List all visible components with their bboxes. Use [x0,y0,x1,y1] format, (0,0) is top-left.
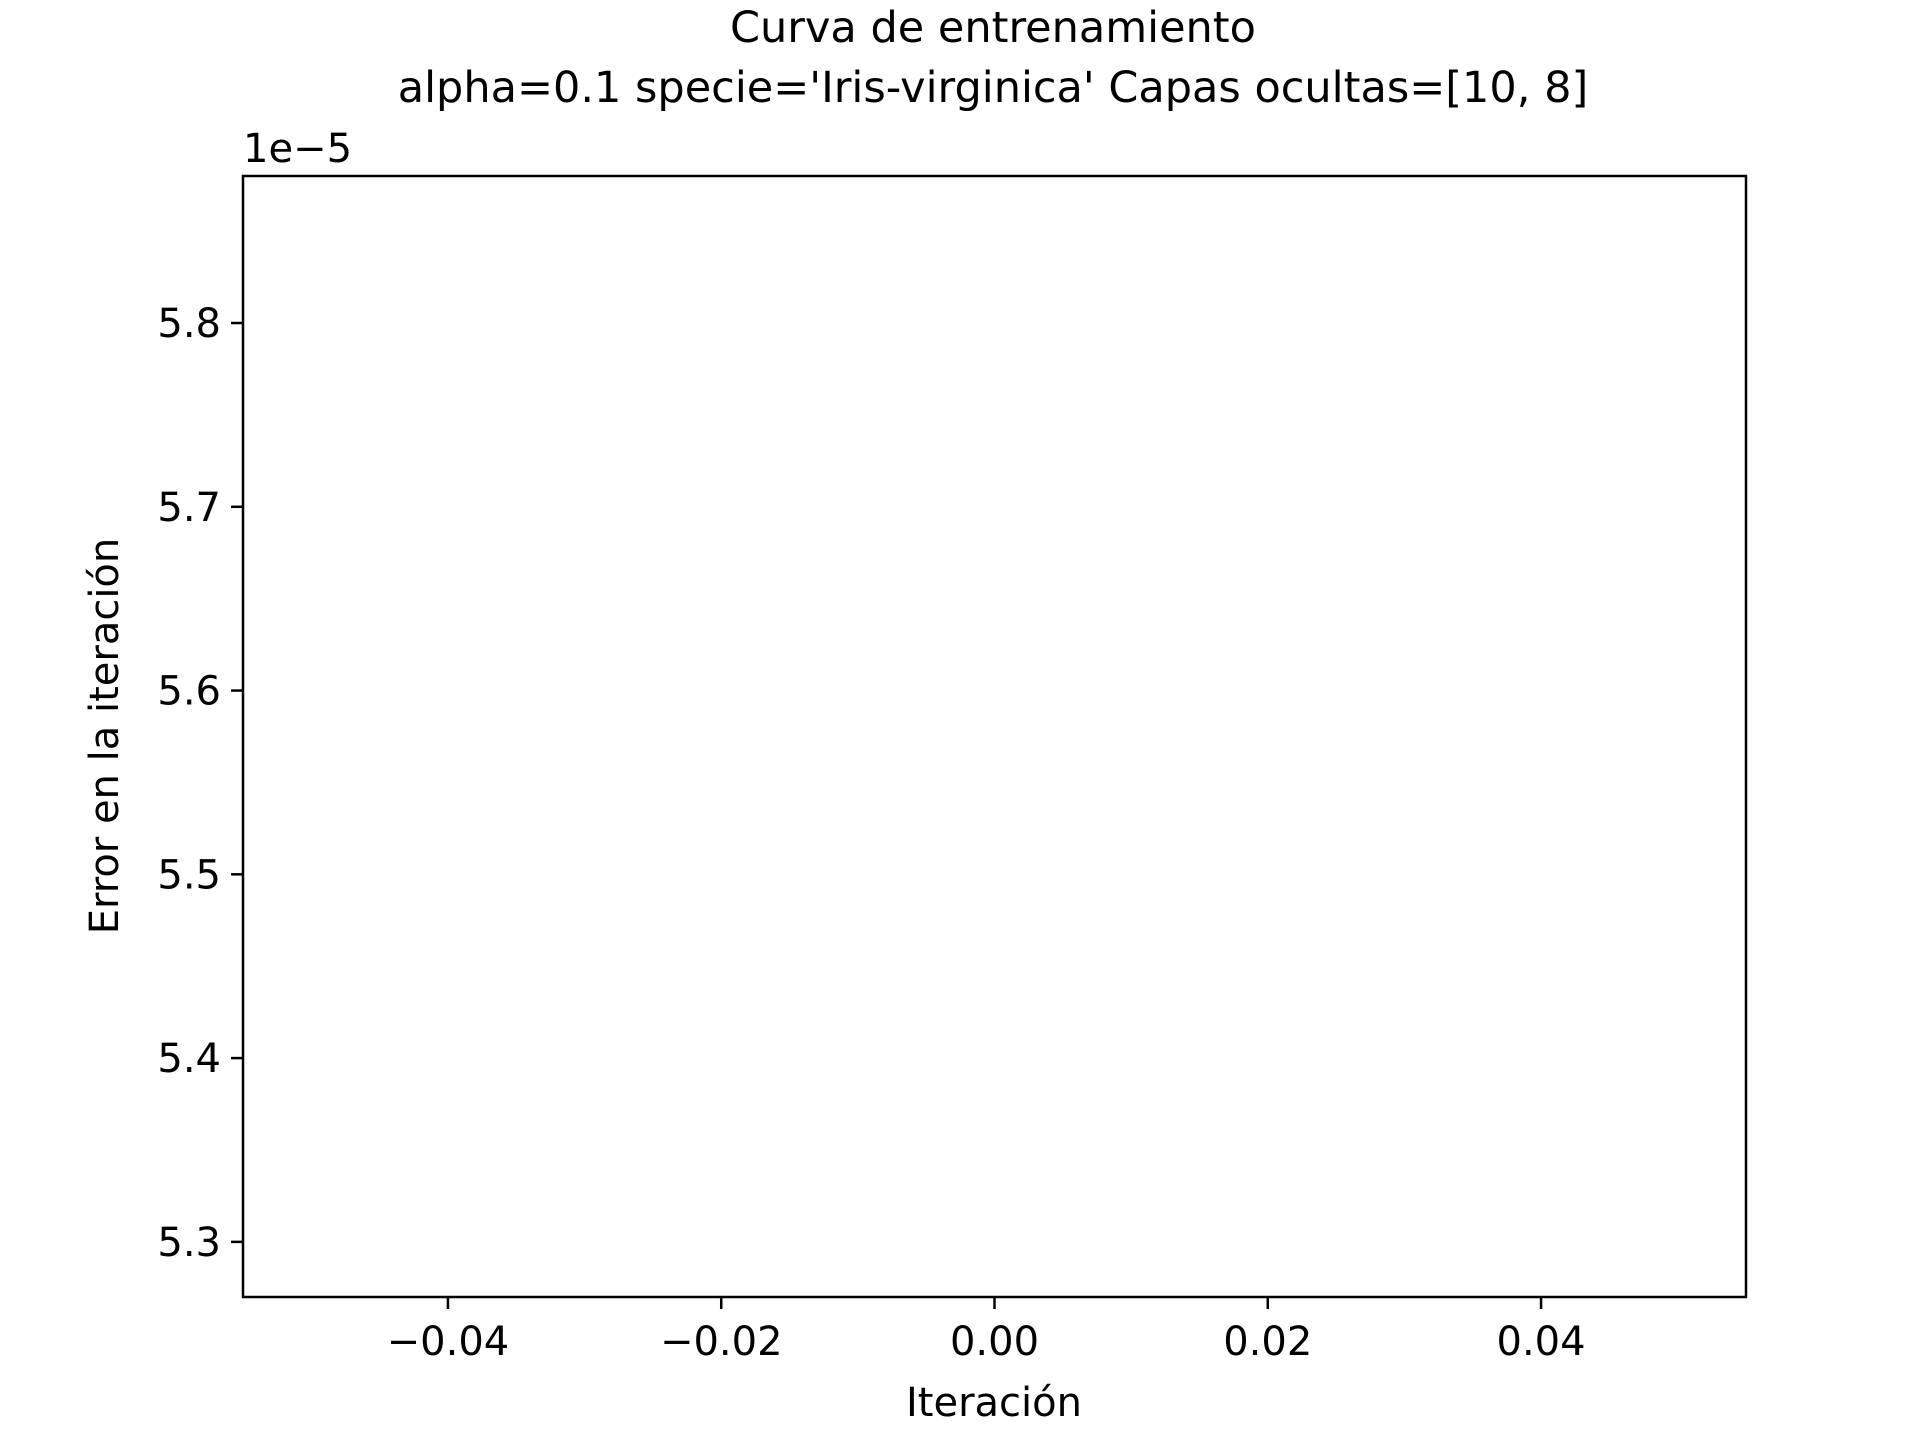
y-axis-ticks: 5.3 5.4 5.5 5.6 5.7 5.8 [157,301,243,1266]
y-tick-label: 5.6 [157,669,221,715]
y-tick-label: 5.8 [157,301,221,347]
x-tick-label: 0.02 [1223,1319,1312,1365]
y-tick-label: 5.5 [157,852,221,898]
y-axis-label: Error en la iteración [82,538,128,935]
y-tick-label: 5.3 [157,1220,221,1266]
x-tick-label: 0.04 [1497,1319,1586,1365]
x-axis-label: Iteración [906,1380,1082,1426]
chart-subtitle: alpha=0.1 specie='Iris-virginica' Capas … [398,63,1588,113]
y-tick-label: 5.7 [157,485,221,531]
x-axis-ticks: −0.04 −0.02 0.00 0.02 0.04 [387,1297,1586,1365]
plot-area-frame [241,174,1748,1299]
x-tick-label: 0.00 [950,1319,1039,1365]
x-tick-label: −0.04 [387,1319,510,1365]
y-tick-label: 5.4 [157,1036,221,1082]
y-axis-offset-label: 1e−5 [243,126,352,172]
x-tick-label: −0.02 [660,1319,783,1365]
chart-title: Curva de entrenamiento [730,3,1256,53]
